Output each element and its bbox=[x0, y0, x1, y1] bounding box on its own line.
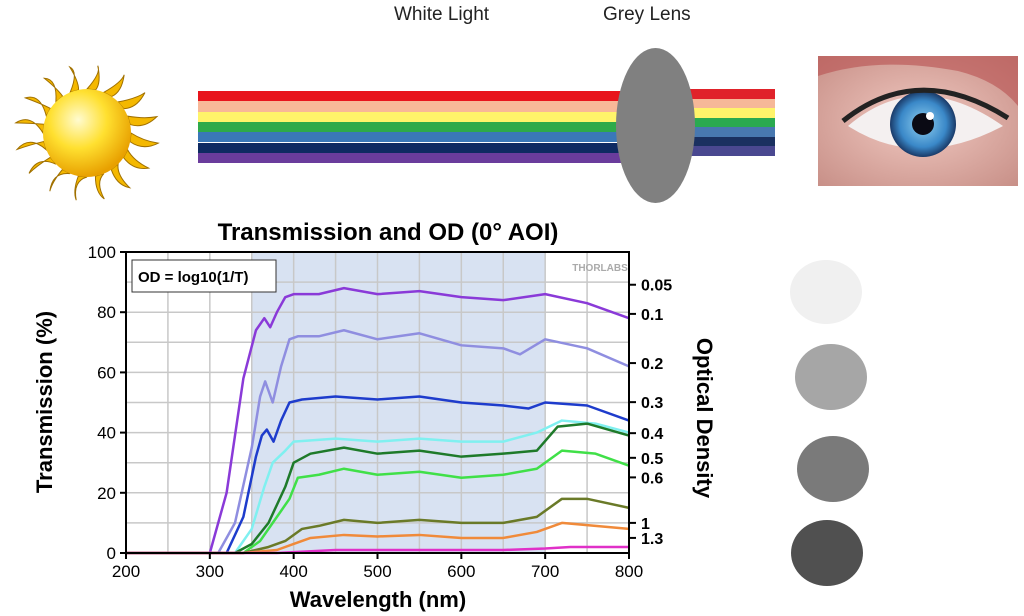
beam-band bbox=[198, 101, 623, 112]
y2-tick-label: 0.4 bbox=[641, 426, 663, 443]
beam-band bbox=[688, 117, 775, 127]
sun-icon bbox=[14, 65, 160, 201]
y2-tick-label: 0.2 bbox=[641, 356, 663, 373]
beam-band bbox=[198, 121, 623, 133]
filter-swatch-od-mid bbox=[795, 344, 867, 410]
beam-band bbox=[688, 146, 775, 156]
sun-ray bbox=[14, 119, 45, 135]
grey-lens bbox=[616, 48, 695, 203]
series-line bbox=[126, 521, 630, 555]
series-line bbox=[126, 395, 630, 555]
filter-swatch-od-low bbox=[790, 260, 862, 324]
sun-ray bbox=[126, 115, 159, 127]
y2-tick-label: 0.6 bbox=[641, 470, 663, 487]
beam-band bbox=[688, 98, 775, 108]
y-tick-label: 60 bbox=[97, 363, 116, 382]
x-tick-label: 500 bbox=[363, 562, 391, 581]
y2-axis-label: Optical Density bbox=[692, 338, 717, 499]
sun-ray bbox=[74, 175, 88, 201]
series-line bbox=[126, 419, 630, 555]
y-tick-label: 20 bbox=[97, 484, 116, 503]
sun-ray bbox=[94, 173, 105, 200]
sun-ray bbox=[42, 77, 64, 104]
beam-band bbox=[688, 108, 775, 118]
thorlabs-watermark: THORLABS bbox=[572, 263, 628, 274]
sun-ray bbox=[122, 148, 151, 169]
formula-annotation: OD = log10(1/T) bbox=[138, 269, 248, 286]
beam-band bbox=[688, 127, 775, 137]
y-tick-label: 100 bbox=[88, 243, 116, 262]
y-tick-label: 80 bbox=[97, 303, 116, 322]
sun-ray bbox=[102, 74, 125, 98]
y2-tick-label: 1 bbox=[641, 516, 650, 533]
x-axis-label: Wavelength (nm) bbox=[290, 587, 466, 612]
series-line bbox=[126, 286, 630, 555]
x-tick-label: 400 bbox=[279, 562, 307, 581]
x-tick-label: 200 bbox=[112, 562, 140, 581]
beam-band bbox=[198, 142, 623, 153]
y2-tick-label: 0.3 bbox=[641, 395, 663, 412]
y2-tick-label: 0.05 bbox=[641, 278, 672, 295]
sun-ray bbox=[23, 96, 52, 118]
y-tick-label: 40 bbox=[97, 424, 116, 443]
series-line bbox=[126, 329, 630, 555]
y2-tick-label: 0.1 bbox=[641, 307, 663, 324]
beam-band bbox=[688, 89, 775, 99]
series-line bbox=[126, 449, 630, 555]
beam-band bbox=[198, 152, 623, 164]
y-axis-label: Transmission (%) bbox=[32, 311, 57, 493]
sun-ray bbox=[85, 65, 100, 91]
sun-ray bbox=[110, 162, 132, 189]
beam-band bbox=[688, 136, 775, 146]
sun-ray bbox=[28, 156, 57, 174]
beam-band bbox=[198, 111, 623, 122]
x-tick-label: 800 bbox=[615, 562, 643, 581]
sun-ray bbox=[129, 132, 160, 148]
y-tick-label: 0 bbox=[107, 544, 116, 563]
filter-swatch-od-high bbox=[797, 436, 869, 502]
series-line bbox=[126, 422, 630, 555]
filter-swatch-od-max bbox=[791, 520, 863, 586]
grey-lens-label: Grey Lens bbox=[603, 4, 691, 25]
sun-ray bbox=[49, 168, 71, 192]
eye-image bbox=[818, 56, 1018, 186]
x-tick-label: 600 bbox=[447, 562, 475, 581]
beam-band bbox=[198, 132, 623, 143]
sun-ray bbox=[15, 140, 48, 152]
beam-band bbox=[198, 91, 623, 102]
y2-tick-label: 1.3 bbox=[641, 531, 663, 548]
y2-tick-label: 0.5 bbox=[641, 451, 663, 468]
white-light-label: White Light bbox=[394, 4, 490, 25]
series-line bbox=[126, 497, 630, 555]
sun-ray bbox=[68, 65, 80, 94]
sun-ray bbox=[117, 92, 146, 110]
formula-box bbox=[131, 259, 277, 293]
x-tick-label: 700 bbox=[531, 562, 559, 581]
x-tick-label: 300 bbox=[196, 562, 224, 581]
transmission-chart: 200 300 400 500 600 700 800 0 20 40 60 80 100 0.05 0.1… bbox=[32, 219, 717, 612]
chart-title: Transmission and OD (0° AOI) bbox=[218, 219, 559, 246]
